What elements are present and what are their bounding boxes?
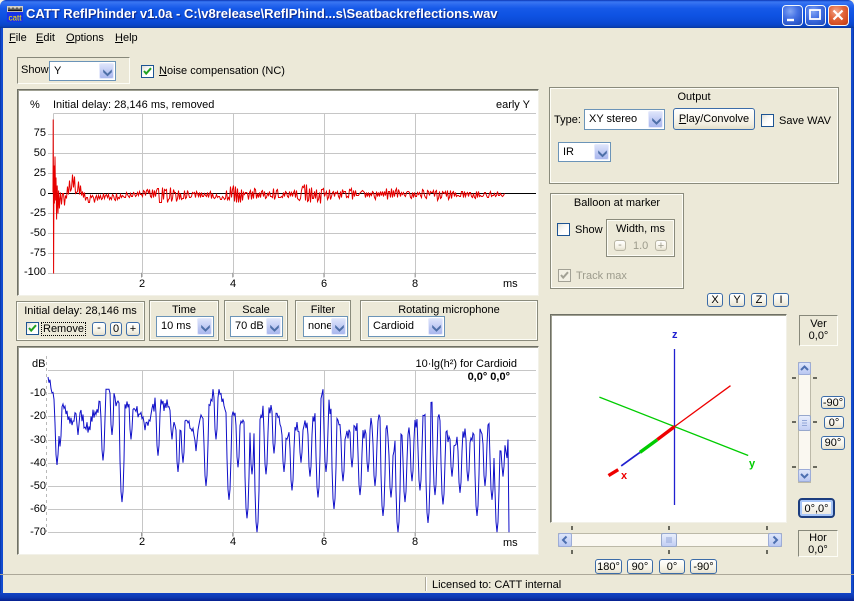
svg-text:x: x [621,470,628,482]
svg-text:catt: catt [9,14,23,23]
svg-text:y: y [749,458,756,470]
svg-text:z: z [672,329,678,341]
